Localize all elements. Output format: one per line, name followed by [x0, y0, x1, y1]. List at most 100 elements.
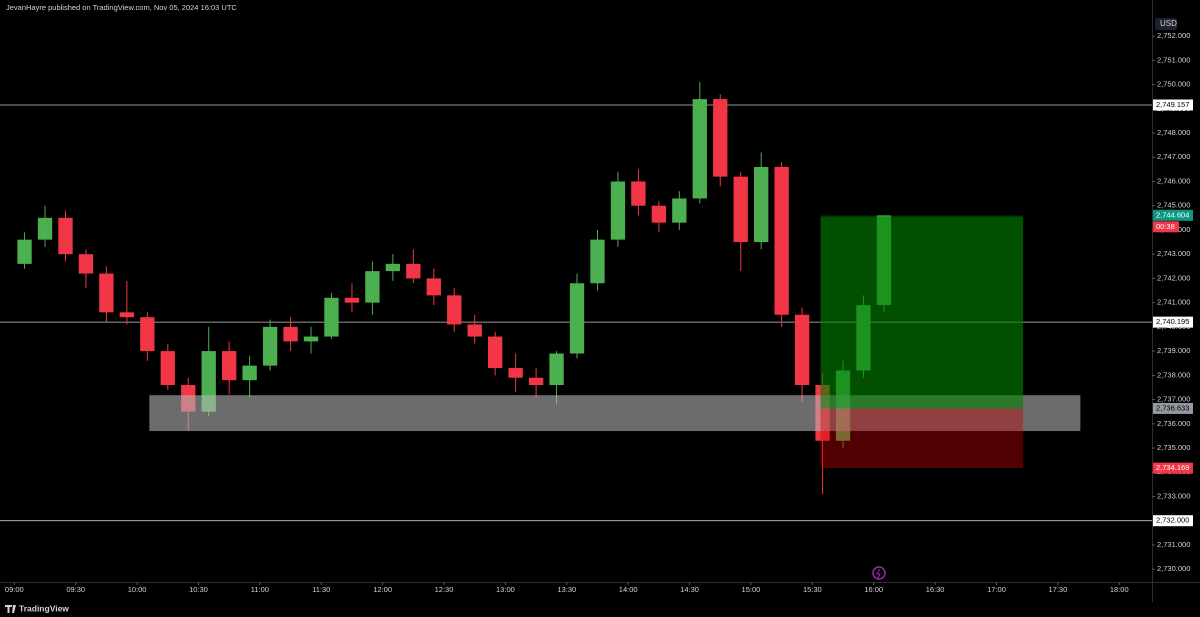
x-tick-label: 12:30: [435, 585, 454, 594]
x-tick-label: 09:00: [5, 585, 24, 594]
candle-body: [37, 217, 53, 240]
candle-body: [303, 336, 319, 342]
candle-body: [140, 317, 155, 352]
entry-label-box: [1153, 402, 1193, 414]
y-tick-label: 2,745.000: [1157, 201, 1190, 210]
candle-body: [528, 377, 544, 386]
x-tick-label: 14:30: [680, 585, 699, 594]
candle-body: [590, 239, 605, 284]
currency: USD: [1160, 19, 1177, 28]
y-tick-label: 2,730.000: [1157, 564, 1190, 573]
last-price-label: 2,744.604: [1156, 210, 1189, 219]
line-label: 2,740.195: [1156, 317, 1189, 326]
countdown-box: [1153, 221, 1179, 233]
position-progress: [820, 215, 1024, 409]
candle-body: [467, 324, 482, 337]
x-tick-label: 09:30: [66, 585, 85, 594]
event-icon[interactable]: [872, 566, 886, 580]
candle-body: [856, 305, 871, 371]
x-tick-label: 16:00: [864, 585, 883, 594]
brand-logo: [5, 605, 16, 613]
candle-body: [99, 273, 114, 313]
last-price-label-box: [1153, 209, 1193, 221]
publisher: JevanHayre published on TradingView.com,…: [6, 3, 237, 12]
x-tick-label: 11:00: [251, 585, 269, 594]
candle-body: [262, 326, 278, 366]
x-tick-label: 17:00: [987, 585, 1006, 594]
x-tick-label: 15:00: [742, 585, 761, 594]
candle-body: [78, 254, 94, 274]
candle-body: [488, 336, 503, 369]
candle-body: [344, 297, 360, 303]
x-tick-label: 14:00: [619, 585, 638, 594]
candle-body: [447, 295, 462, 325]
y-tick-label: 2,748.000: [1157, 128, 1190, 137]
y-tick-label: 2,737.000: [1157, 395, 1190, 404]
line-label: 2,749.157: [1156, 100, 1189, 109]
countdown: 00:38: [1156, 222, 1175, 231]
candle-body: [672, 198, 687, 223]
candle-body: [406, 263, 421, 279]
candle-body: [876, 215, 892, 306]
stop-label-box: [1153, 462, 1193, 474]
candle-body: [365, 271, 380, 303]
x-tick-label: 18:00: [1110, 585, 1129, 594]
y-tick-label: 2,746.000: [1157, 176, 1190, 185]
brand: TradingView: [19, 603, 69, 613]
currency-box: [1155, 18, 1177, 30]
y-tick-label: 2,735.000: [1157, 443, 1190, 452]
x-tick-label: 15:30: [803, 585, 822, 594]
y-tick-label: 2,751.000: [1157, 55, 1190, 64]
y-tick-label: 2,747.000: [1157, 152, 1190, 161]
candle-body: [754, 166, 769, 243]
candle-body: [774, 166, 789, 315]
candle-body: [283, 326, 298, 342]
position-stop: [820, 408, 1024, 469]
y-tick-label: 2,743.000: [1157, 249, 1190, 258]
candle-body: [794, 314, 810, 386]
candle-body: [242, 365, 257, 381]
line-label-box: [1153, 316, 1193, 328]
candle-body: [631, 181, 646, 206]
x-tick-label: 10:00: [128, 585, 147, 594]
y-tick-label: 2,739.000: [1157, 346, 1190, 355]
x-tick-label: 11:30: [312, 585, 330, 594]
y-tick-label: 2,750.000: [1157, 80, 1190, 89]
x-tick-label: 12:00: [373, 585, 392, 594]
position-target: [820, 216, 1024, 409]
candle-body: [58, 217, 73, 255]
candle-body: [426, 278, 441, 296]
x-tick-label: 13:30: [557, 585, 576, 594]
candle-body: [385, 263, 401, 272]
stop-label: 2,734.169: [1156, 463, 1189, 472]
candle-body: [222, 351, 237, 381]
y-tick-label: 2,752.000: [1157, 31, 1190, 40]
candle-body: [549, 353, 564, 386]
x-tick-label: 17:30: [1048, 585, 1067, 594]
x-tick-label: 13:00: [496, 585, 515, 594]
candle-body: [508, 368, 523, 378]
event-icon-bolt: [876, 568, 881, 579]
line-label: 2,732.000: [1156, 516, 1189, 525]
candle-body: [692, 99, 707, 199]
x-tick-label: 16:30: [926, 585, 945, 594]
x-tick-label: 10:30: [189, 585, 208, 594]
candle-body: [651, 205, 667, 223]
entry-label: 2,736.633: [1156, 403, 1189, 412]
y-tick-label: 2,738.000: [1157, 370, 1190, 379]
support-zone: [149, 395, 1081, 432]
y-tick-label: 2,741.000: [1157, 298, 1190, 307]
candle-body: [17, 239, 32, 264]
candle-body: [324, 297, 339, 337]
y-tick-label: 2,742.000: [1157, 273, 1190, 282]
y-tick-label: 2,731.000: [1157, 540, 1190, 549]
candle-body: [610, 181, 626, 240]
candle-body: [569, 283, 585, 354]
candle-body: [160, 351, 175, 386]
line-label-box: [1153, 515, 1193, 527]
candle-body: [713, 99, 728, 177]
line-label-box: [1153, 99, 1193, 111]
y-tick-label: 2,733.000: [1157, 491, 1190, 500]
